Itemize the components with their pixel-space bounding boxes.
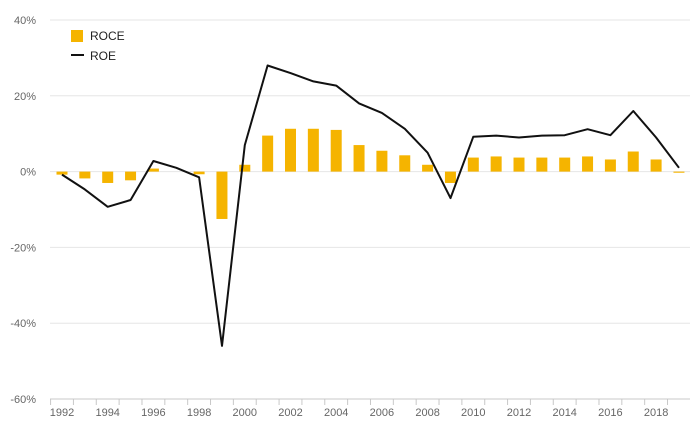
legend: ROCE ROE: [71, 29, 125, 63]
roce-bar: [216, 171, 228, 219]
y-tick-label: 0%: [20, 167, 36, 179]
roe-line: [61, 64, 680, 347]
x-tick-label: 2014: [552, 407, 576, 419]
x-tick-label: 2012: [507, 407, 531, 419]
roce-bar: [102, 171, 114, 183]
y-tick-label: 40%: [14, 15, 36, 27]
roce-bar: [330, 129, 342, 172]
x-axis: 1992 1994 1996 1998 2000 2002 2004 2006 2008 2010…: [50, 398, 690, 419]
roce-bar: [285, 128, 296, 172]
roce-bar: [513, 157, 525, 172]
roce-bar: [193, 171, 205, 175]
y-tick-label: 20%: [14, 91, 36, 103]
roce-bar: [353, 145, 365, 172]
x-tick-label: 1998: [187, 407, 211, 419]
roce-bar: [422, 164, 434, 172]
legend-label-roce: ROCE: [90, 29, 125, 43]
x-tick-label: 2018: [644, 407, 668, 419]
roce-bar: [467, 157, 479, 172]
roce-bar: [79, 171, 91, 179]
roce-bar: [536, 157, 548, 172]
roce-bar: [650, 159, 662, 172]
x-tick-label: 2004: [324, 407, 348, 419]
roce-bar: [490, 156, 502, 172]
roe-line-group: [61, 64, 680, 347]
roce-bar: [262, 135, 274, 172]
y-tick-label: -60%: [10, 394, 36, 406]
x-tick-label: 2016: [598, 407, 622, 419]
roce-bar: [376, 150, 388, 172]
grid-lines: [50, 19, 690, 324]
roce-bar: [56, 171, 68, 175]
roce-bar: [125, 171, 137, 181]
roce-bar: [399, 155, 411, 172]
roce-bar: [582, 156, 594, 172]
x-tick-label: 2010: [461, 407, 485, 419]
x-tick-label: 1992: [50, 407, 74, 419]
x-tick-label: 2008: [415, 407, 439, 419]
legend-swatch-roce: [71, 30, 83, 42]
roce-bar: [307, 128, 319, 172]
roce-bar: [559, 157, 571, 172]
roce-bars: [56, 128, 685, 219]
x-tick-label: 1994: [95, 407, 119, 419]
legend-label-roe: ROE: [90, 49, 116, 63]
x-tick-label: 2000: [233, 407, 257, 419]
x-tick-label: 2002: [278, 407, 302, 419]
roce-bar: [147, 168, 159, 172]
roce-bar: [604, 159, 616, 172]
roce-bar: [444, 171, 456, 183]
x-tick-label: 2006: [370, 407, 394, 419]
x-tick-label: 1996: [141, 407, 165, 419]
roce-bar: [239, 164, 251, 172]
y-axis-tick-labels: 40% 20% 0% -20% -40% -60%: [10, 15, 36, 406]
y-tick-label: -40%: [10, 318, 36, 330]
roce-bar: [627, 151, 639, 172]
roce-bar: [673, 171, 685, 173]
y-tick-label: -20%: [10, 242, 36, 254]
